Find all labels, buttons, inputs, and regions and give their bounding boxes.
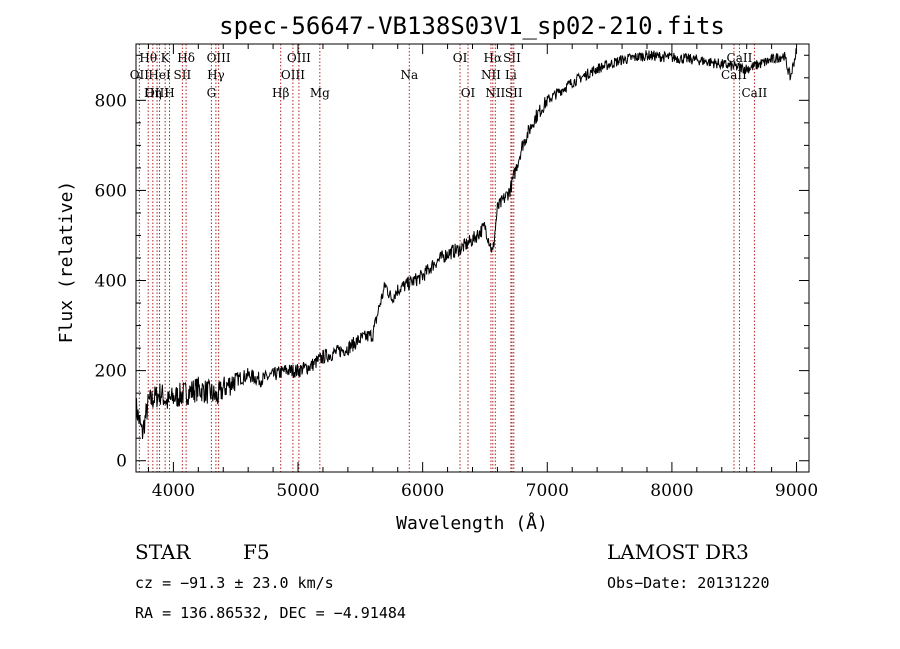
object-class: STAR bbox=[135, 540, 191, 564]
x-tick-label: 7000 bbox=[526, 481, 569, 501]
line-marker-label: OIII bbox=[145, 86, 169, 100]
line-marker-label: OII bbox=[130, 68, 150, 82]
line-marker-label: K bbox=[161, 51, 171, 65]
line-marker-label: Hη bbox=[144, 86, 162, 100]
y-axis-label: Flux (relative) bbox=[56, 181, 77, 344]
coordinates: RA = 136.86532, DEC = −4.91484 bbox=[135, 604, 406, 622]
line-marker-label: OI bbox=[453, 51, 468, 65]
line-marker-label: CaII bbox=[741, 86, 767, 100]
line-marker-label: OI bbox=[461, 86, 476, 100]
line-marker-label: NII bbox=[485, 86, 505, 100]
x-tick-label: 8000 bbox=[650, 481, 693, 501]
line-marker-label: Hβ bbox=[272, 86, 289, 100]
spectrum-line bbox=[135, 48, 797, 440]
line-marker-label: Hα bbox=[484, 51, 503, 65]
object-subclass: F5 bbox=[243, 540, 270, 564]
line-marker-label: Li bbox=[505, 68, 517, 82]
survey-name: LAMOST DR3 bbox=[607, 540, 749, 564]
line-marker-label: CaII bbox=[721, 68, 747, 82]
x-tick-label: 4000 bbox=[152, 481, 195, 501]
x-tick-label: 9000 bbox=[775, 481, 818, 501]
line-marker-label: Na bbox=[400, 68, 418, 82]
line-marker-label: SII bbox=[503, 51, 521, 65]
line-marker-label: Hδ bbox=[177, 51, 195, 65]
spectrum-chart: spec-56647-VB138S03V1_sp02-210.fits Hθ OI… bbox=[56, 12, 818, 534]
y-tick-label: 400 bbox=[95, 272, 127, 292]
line-marker-label: Mg bbox=[310, 86, 330, 100]
line-marker-label: H bbox=[164, 86, 174, 100]
y-tick-label: 0 bbox=[116, 452, 127, 472]
line-marker-label: SII bbox=[174, 68, 192, 82]
x-tick-label: 6000 bbox=[401, 481, 444, 501]
line-marker-label: OIII bbox=[287, 51, 311, 65]
chart-title: spec-56647-VB138S03V1_sp02-210.fits bbox=[219, 12, 725, 40]
line-marker-label: HeI bbox=[148, 68, 171, 82]
x-axis-label: Wavelength (Å) bbox=[396, 512, 548, 534]
line-marker-label: SII bbox=[505, 86, 523, 100]
line-marker-label: OIII bbox=[281, 68, 305, 82]
line-marker-label: CaII bbox=[727, 51, 753, 65]
x-tick-label: 5000 bbox=[276, 481, 319, 501]
y-tick-label: 600 bbox=[95, 181, 127, 201]
line-marker-label: Hθ bbox=[139, 51, 157, 65]
plot-frame bbox=[135, 43, 810, 473]
y-tick-label: 800 bbox=[95, 91, 127, 111]
line-marker-label: OIII bbox=[207, 51, 231, 65]
line-marker-label: NII bbox=[481, 68, 501, 82]
line-marker-label: Hγ bbox=[207, 68, 225, 82]
redshift-velocity: cz = −91.3 ± 23.0 km/s bbox=[135, 574, 334, 592]
y-tick-label: 200 bbox=[95, 362, 127, 382]
axis-ticks: 4000 5000 6000 7000 8000 9000 0 200 400 600 800 bbox=[95, 44, 818, 501]
observation-date: Obs−Date: 20131220 bbox=[607, 574, 770, 592]
line-marker-label: G bbox=[207, 86, 217, 100]
